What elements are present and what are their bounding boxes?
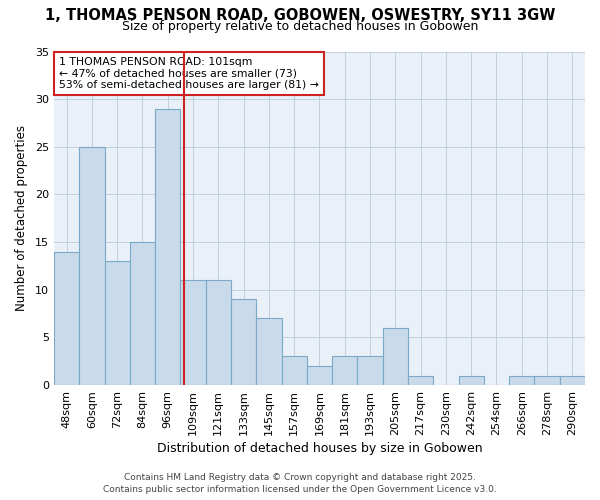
Bar xyxy=(130,242,155,385)
Bar xyxy=(307,366,332,385)
Bar xyxy=(231,300,256,385)
Bar xyxy=(458,376,484,385)
Bar xyxy=(281,356,307,385)
X-axis label: Distribution of detached houses by size in Gobowen: Distribution of detached houses by size … xyxy=(157,442,482,455)
Bar xyxy=(408,376,433,385)
Bar xyxy=(509,376,535,385)
Bar xyxy=(358,356,383,385)
Text: 1, THOMAS PENSON ROAD, GOBOWEN, OSWESTRY, SY11 3GW: 1, THOMAS PENSON ROAD, GOBOWEN, OSWESTRY… xyxy=(45,8,555,22)
Bar xyxy=(560,376,585,385)
Bar xyxy=(155,108,181,385)
Bar xyxy=(535,376,560,385)
Bar xyxy=(181,280,206,385)
Text: Contains HM Land Registry data © Crown copyright and database right 2025.
Contai: Contains HM Land Registry data © Crown c… xyxy=(103,472,497,494)
Bar xyxy=(332,356,358,385)
Bar xyxy=(104,261,130,385)
Bar xyxy=(256,318,281,385)
Bar xyxy=(54,252,79,385)
Y-axis label: Number of detached properties: Number of detached properties xyxy=(15,126,28,312)
Text: Size of property relative to detached houses in Gobowen: Size of property relative to detached ho… xyxy=(122,20,478,33)
Bar xyxy=(206,280,231,385)
Bar xyxy=(79,147,104,385)
Text: 1 THOMAS PENSON ROAD: 101sqm
← 47% of detached houses are smaller (73)
53% of se: 1 THOMAS PENSON ROAD: 101sqm ← 47% of de… xyxy=(59,56,319,90)
Bar xyxy=(383,328,408,385)
